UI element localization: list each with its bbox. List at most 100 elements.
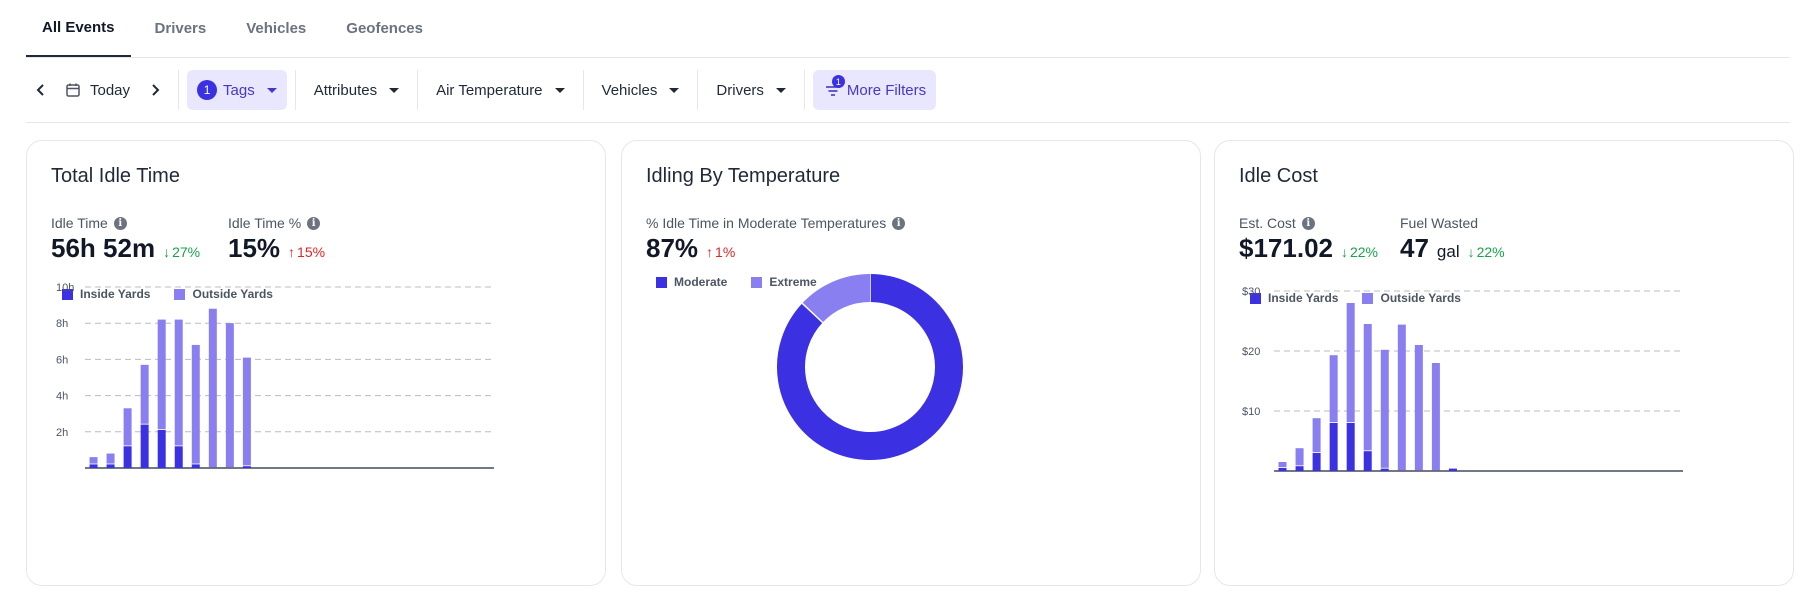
idle-time-bar-chart: 2h 4h 6h 8h 10h [56, 282, 494, 469]
bar-outside-yards[interactable] [106, 453, 115, 464]
bar-outside-yards[interactable] [242, 357, 251, 466]
bar-outside-yards[interactable] [1397, 324, 1406, 471]
donut-slice-moderate[interactable] [777, 274, 963, 460]
metric-change-value: 1% [715, 244, 736, 260]
y-tick-label: 2h [56, 427, 68, 439]
bar-inside-yards[interactable] [1295, 466, 1304, 471]
divider [697, 70, 699, 110]
metric-change: ↑ 15% [288, 244, 325, 260]
metric-change: ↓ 22% [1468, 244, 1505, 260]
bar-outside-yards[interactable] [140, 364, 149, 424]
bar-inside-yards[interactable] [242, 466, 251, 468]
bar-inside-yards[interactable] [106, 464, 115, 468]
bar-inside-yards[interactable] [123, 446, 132, 468]
more-filters-button[interactable]: 1 More Filters [812, 70, 937, 110]
previous-day-button[interactable] [26, 70, 56, 110]
legend-item-inside-yards[interactable]: Inside Yards [62, 287, 150, 301]
vehicles-filter-button[interactable]: Vehicles [592, 70, 690, 110]
divider [582, 70, 584, 110]
donut-slice-extreme[interactable] [802, 274, 871, 323]
legend-label: Extreme [769, 275, 817, 289]
tab-drivers[interactable]: Drivers [154, 19, 207, 37]
drivers-filter-button[interactable]: Drivers [706, 70, 796, 110]
metric-change-value: 15% [297, 244, 326, 260]
bar-inside-yards[interactable] [89, 464, 98, 468]
legend-label: Moderate [674, 275, 728, 289]
est-cost-metric: Est. Cost i $171.02 ↓ 22% [1239, 215, 1378, 264]
bar-inside-yards[interactable] [1363, 451, 1372, 471]
bar-outside-yards[interactable] [89, 457, 98, 464]
bar-inside-yards[interactable] [174, 446, 183, 468]
next-day-button[interactable] [140, 70, 170, 110]
bar-inside-yards[interactable] [191, 464, 200, 468]
info-icon[interactable]: i [1301, 216, 1315, 230]
bar-outside-yards[interactable] [123, 408, 132, 446]
divider [178, 70, 180, 110]
metric-change-value: 27% [172, 244, 201, 260]
bar-inside-yards[interactable] [1278, 468, 1287, 471]
tab-vehicles[interactable]: Vehicles [246, 19, 307, 37]
caret-down-icon [669, 87, 680, 93]
legend-swatch [1250, 292, 1261, 304]
metric-label: % Idle Time in Moderate Temperatures [646, 215, 887, 231]
bar-outside-yards[interactable] [1414, 345, 1423, 471]
bar-inside-yards[interactable] [1312, 453, 1321, 471]
bar-outside-yards[interactable] [191, 344, 200, 464]
tab-all-events[interactable]: All Events [26, 0, 131, 57]
legend-swatch [751, 276, 763, 288]
bar-outside-yards[interactable] [1312, 418, 1321, 453]
metric-value: $171.02 [1239, 233, 1333, 263]
info-icon[interactable]: i [113, 216, 127, 230]
bar-outside-yards[interactable] [174, 319, 183, 446]
bar-outside-yards[interactable] [1295, 448, 1304, 466]
drivers-filter-label: Drivers [716, 81, 764, 99]
legend-item-inside-yards[interactable]: Inside Yards [1250, 291, 1338, 305]
bar-outside-yards[interactable] [1431, 363, 1440, 471]
legend-item-outside-yards[interactable]: Outside Yards [1362, 291, 1461, 305]
attributes-filter-button[interactable]: Attributes [304, 70, 409, 110]
metric-change-value: 22% [1349, 244, 1379, 260]
info-icon[interactable]: i [307, 216, 321, 230]
bar-outside-yards[interactable] [225, 323, 234, 468]
bar-outside-yards[interactable] [1380, 349, 1389, 468]
bar-outside-yards[interactable] [1278, 462, 1287, 468]
legend-swatch [62, 288, 73, 300]
tab-geofences[interactable]: Geofences [346, 19, 423, 37]
metric-value: 47 [1400, 233, 1429, 263]
metric-label: Fuel Wasted [1400, 215, 1479, 231]
legend-item-extreme[interactable]: Extreme [751, 275, 817, 289]
bar-inside-yards[interactable] [1448, 468, 1457, 471]
y-tick-label: 8h [56, 318, 68, 330]
legend-item-outside-yards[interactable]: Outside Yards [174, 287, 273, 301]
bar-outside-yards[interactable] [1346, 303, 1355, 423]
arrow-down-icon: ↓ [1467, 244, 1475, 260]
tags-filter-button[interactable]: 1 Tags [187, 70, 287, 110]
bar-inside-yards[interactable] [140, 424, 149, 468]
caret-down-icon [775, 87, 786, 93]
bar-outside-yards[interactable] [1329, 355, 1338, 423]
bar-inside-yards[interactable] [1346, 423, 1355, 471]
air-temperature-filter-button[interactable]: Air Temperature [426, 70, 574, 110]
chevron-right-icon [152, 84, 160, 96]
tags-count-badge: 1 [197, 80, 218, 100]
info-icon[interactable]: i [892, 216, 906, 230]
date-picker[interactable]: Today [56, 82, 140, 99]
bar-outside-yards[interactable] [157, 319, 166, 430]
bar-inside-yards[interactable] [1329, 423, 1338, 471]
y-tick-label: 10h [56, 282, 74, 294]
bar-outside-yards[interactable] [1363, 324, 1372, 451]
arrow-down-icon: ↓ [163, 244, 171, 260]
moderate-temperature-metric: % Idle Time in Moderate Temperatures i 87… [646, 215, 906, 264]
card-title: Idle Cost [1239, 165, 1318, 187]
more-filters-label: More Filters [846, 81, 927, 99]
bar-inside-yards[interactable] [1380, 468, 1389, 471]
metric-label: Idle Time % [228, 215, 302, 231]
bar-inside-yards[interactable] [157, 429, 166, 468]
vehicles-filter-label: Vehicles [601, 81, 658, 99]
divider [803, 70, 805, 110]
filter-bar: Today 1 Tags Attributes Air Temperature … [26, 58, 1790, 123]
card-title: Total Idle Time [51, 165, 180, 187]
legend-item-moderate[interactable]: Moderate [656, 275, 727, 289]
bar-outside-yards[interactable] [208, 308, 217, 468]
legend-label: Inside Yards [1268, 291, 1339, 305]
